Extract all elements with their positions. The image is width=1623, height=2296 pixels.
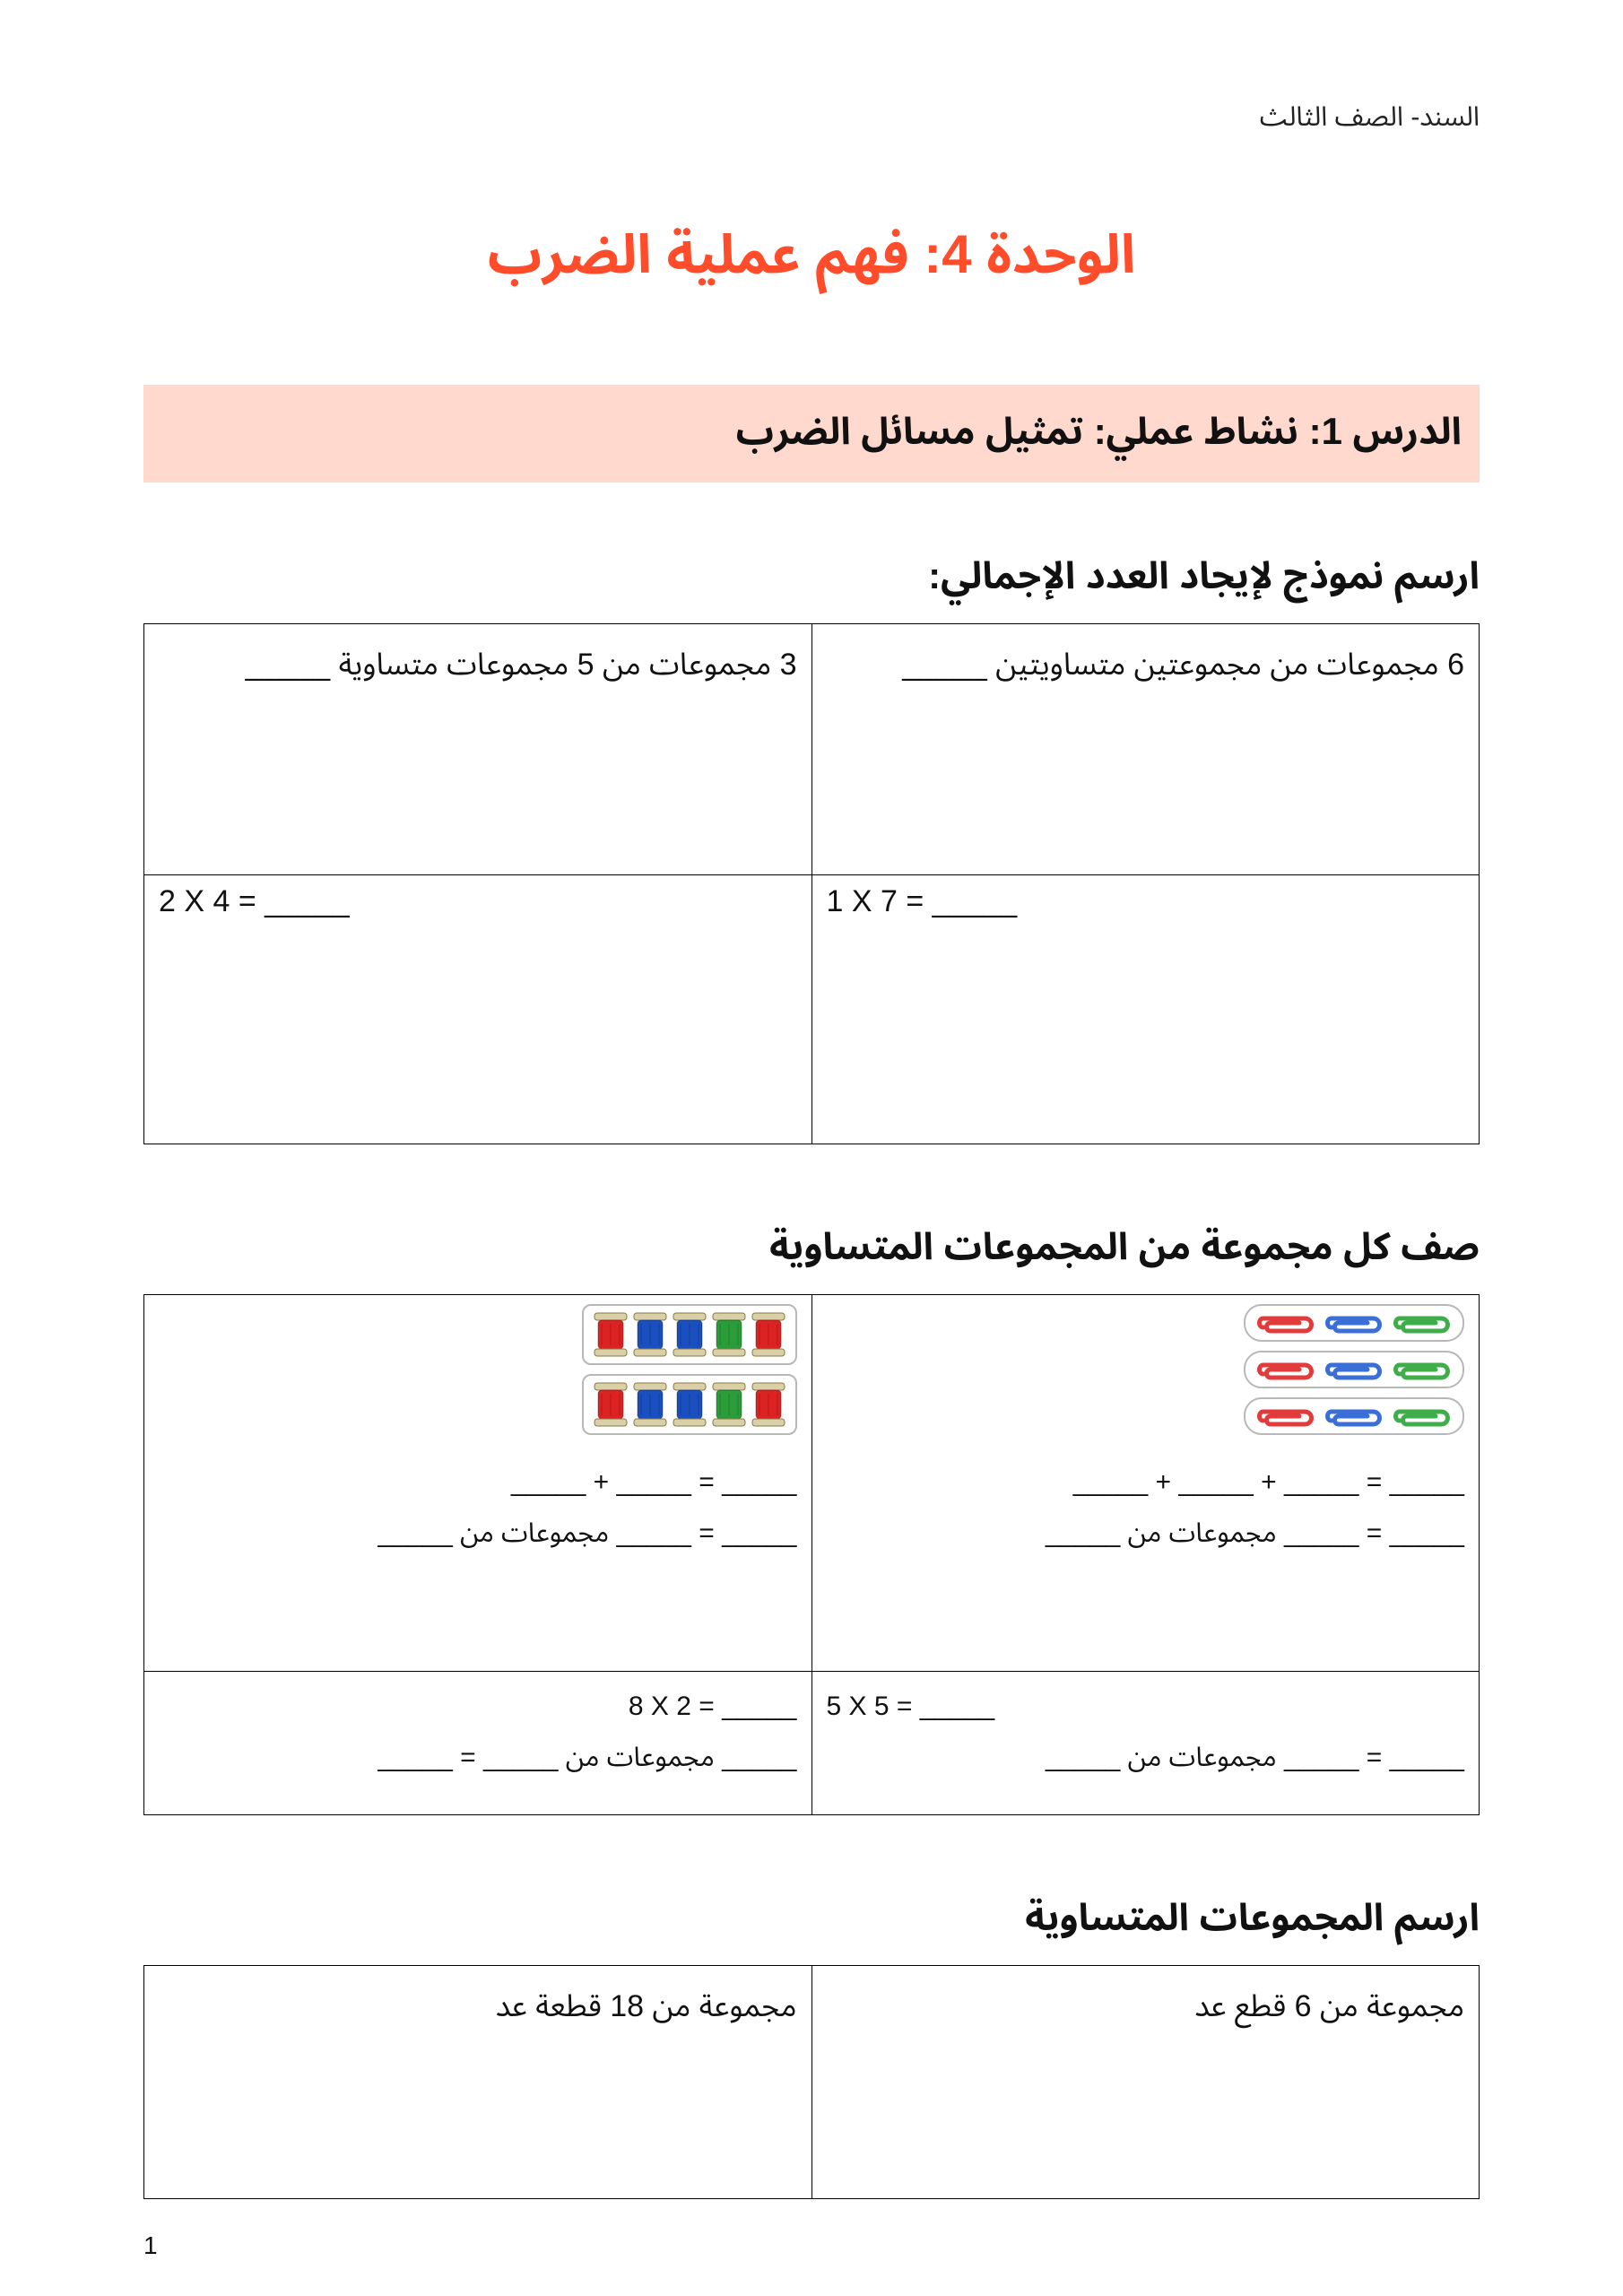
spool-icon xyxy=(632,1381,668,1428)
s2-cell-spools: _____ + _____ = _____ _____ مجموعات من _… xyxy=(144,1295,812,1672)
s1-cell-bot-right: 1 X 7 = _____ xyxy=(812,875,1480,1144)
clip-row xyxy=(1244,1304,1464,1342)
spool-icon xyxy=(593,1311,629,1358)
s3-cell-right: مجموعة من 6 قطع عد xyxy=(812,1966,1480,2199)
clip-row xyxy=(1244,1397,1464,1435)
paperclip-icon xyxy=(1323,1403,1385,1430)
spool-icon xyxy=(711,1311,747,1358)
s3-cell-left: مجموعة من 18 قطعة عد xyxy=(144,1966,812,2199)
unit-title: الوحدة 4: فهم عملية الضرب xyxy=(143,200,1480,313)
paperclip-icon xyxy=(1391,1403,1454,1430)
worksheet-page: السند- الصف الثالث الوحدة 4: فهم عملية ا… xyxy=(0,0,1623,2296)
paperclip-icon xyxy=(1254,1309,1317,1336)
s2-cell-clips: _____ + _____ + _____ = _____ _____ مجمو… xyxy=(812,1295,1480,1672)
s2-row2-left: 8 X 2 = _____ _____ مجموعات من _____ = _… xyxy=(144,1672,812,1815)
section3-table: مجموعة من 18 قطعة عد مجموعة من 6 قطع عد xyxy=(143,1965,1480,2199)
s2-r2l-line2: _____ مجموعات من _____ = _____ xyxy=(378,1743,796,1772)
spool-row xyxy=(582,1374,797,1435)
s2-r2l-eq: 8 X 2 = _____ xyxy=(159,1681,797,1732)
spool-icon xyxy=(632,1311,668,1358)
paperclip-icon xyxy=(1391,1309,1454,1336)
clips-illustration xyxy=(827,1304,1465,1435)
paperclip-icon xyxy=(1254,1403,1317,1430)
s2-row2-right: 5 X 5 = _____ _____ = _____ مجموعات من _… xyxy=(812,1672,1480,1815)
s1-cell-top-right: 6 مجموعات من مجموعتين متساويتين _____ xyxy=(812,624,1480,875)
s2-r2r-line2: _____ = _____ مجموعات من _____ xyxy=(1046,1743,1464,1772)
s1-cell-bot-left: 2 X 4 = _____ xyxy=(144,875,812,1144)
page-number: 1 xyxy=(143,2231,158,2260)
s2-right-line1: _____ + _____ + _____ = _____ xyxy=(827,1457,1465,1508)
section1-heading: ارسم نموذج لإيجاد العدد الإجمالي: xyxy=(143,536,1480,616)
spool-row xyxy=(582,1304,797,1365)
s2-r2r-eq: 5 X 5 = _____ xyxy=(827,1681,1465,1732)
spool-icon xyxy=(593,1381,629,1428)
s2-right-line2: _____ مجموعات من _____ = _____ xyxy=(827,1508,1465,1559)
spool-icon xyxy=(672,1381,707,1428)
s2-left-line1: _____ + _____ = _____ xyxy=(159,1457,797,1508)
paperclip-icon xyxy=(1323,1309,1385,1336)
section3-heading: ارسم المجموعات المتساوية xyxy=(143,1878,1480,1958)
paperclip-icon xyxy=(1254,1356,1317,1383)
paperclip-icon xyxy=(1391,1356,1454,1383)
section2-heading: صف كل مجموعة من المجموعات المتساوية xyxy=(143,1207,1480,1287)
section2-table: _____ + _____ = _____ _____ مجموعات من _… xyxy=(143,1294,1480,1815)
section1-table: 3 مجموعات من 5 مجموعات متساوية _____ 6 م… xyxy=(143,623,1480,1144)
spool-icon xyxy=(751,1311,786,1358)
s2-left-line2: _____ مجموعات من _____ = _____ xyxy=(159,1508,797,1559)
spools-illustration xyxy=(159,1304,797,1435)
s1-cell-top-left: 3 مجموعات من 5 مجموعات متساوية _____ xyxy=(144,624,812,875)
lesson-banner: الدرس 1: نشاط عملي: تمثيل مسائل الضرب xyxy=(143,385,1480,483)
spool-icon xyxy=(751,1381,786,1428)
spool-icon xyxy=(672,1311,707,1358)
doc-header: السند- الصف الثالث xyxy=(143,90,1480,146)
paperclip-icon xyxy=(1323,1356,1385,1383)
spool-icon xyxy=(711,1381,747,1428)
clip-row xyxy=(1244,1351,1464,1388)
